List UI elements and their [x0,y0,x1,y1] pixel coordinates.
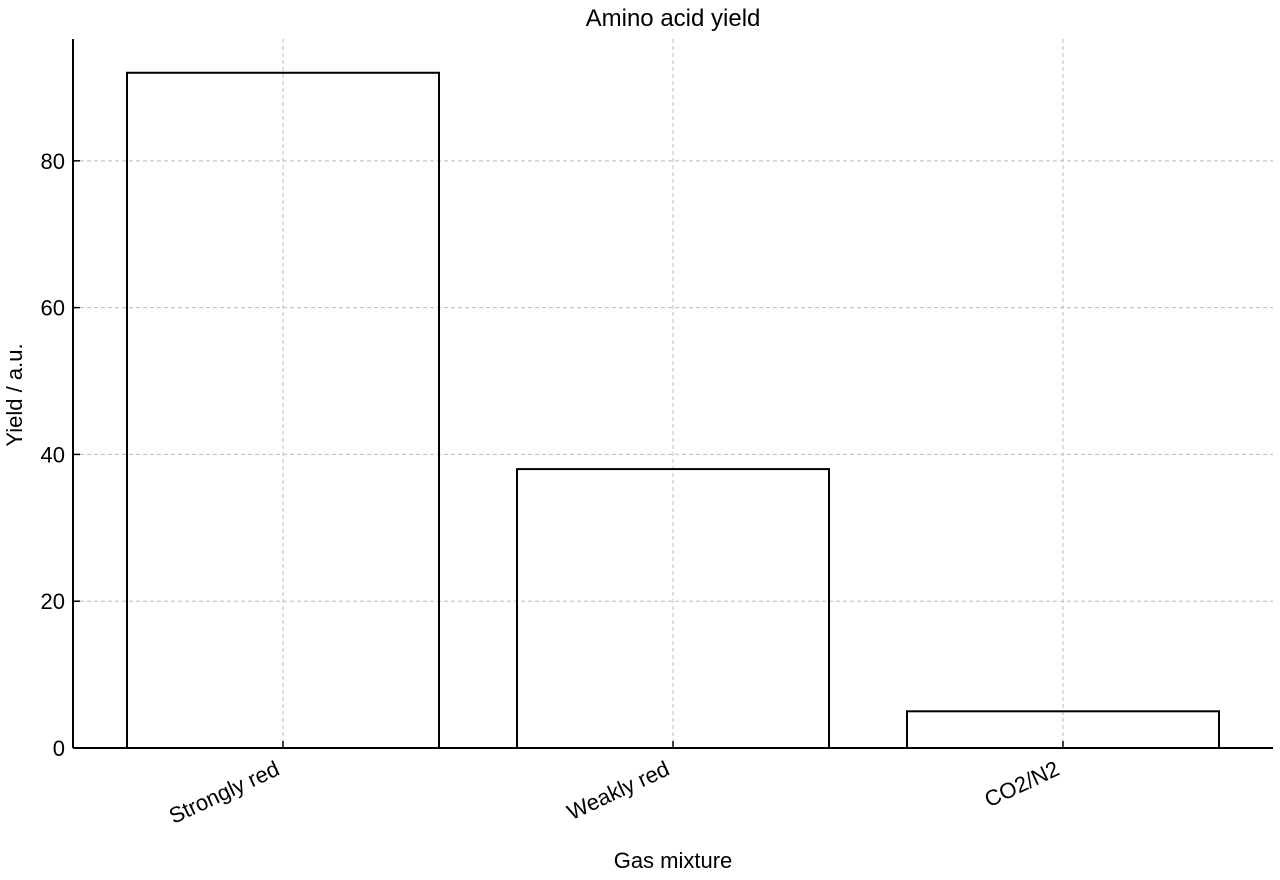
y-tick-label: 60 [41,296,65,321]
y-tick-label: 40 [41,442,65,467]
y-tick-label: 20 [41,589,65,614]
x-tick-label: CO2/N2 [981,756,1064,812]
y-tick-label: 80 [41,149,65,174]
x-tick-label: Weakly red [563,756,673,825]
y-axis-label: Yield / a.u. [2,343,27,446]
x-tick-label: Strongly red [165,756,283,829]
chart-title: Amino acid yield [586,5,761,32]
x-axis-label: Gas mixture [614,848,733,873]
grid-layer [73,39,1273,748]
y-tick-label: 0 [53,736,65,761]
ticks-layer: 0 20 40 60 80 Strongly red Weakly red CO2/N2 [41,149,1064,829]
